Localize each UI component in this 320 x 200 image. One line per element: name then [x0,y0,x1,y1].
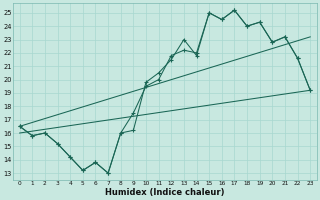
X-axis label: Humidex (Indice chaleur): Humidex (Indice chaleur) [105,188,225,197]
